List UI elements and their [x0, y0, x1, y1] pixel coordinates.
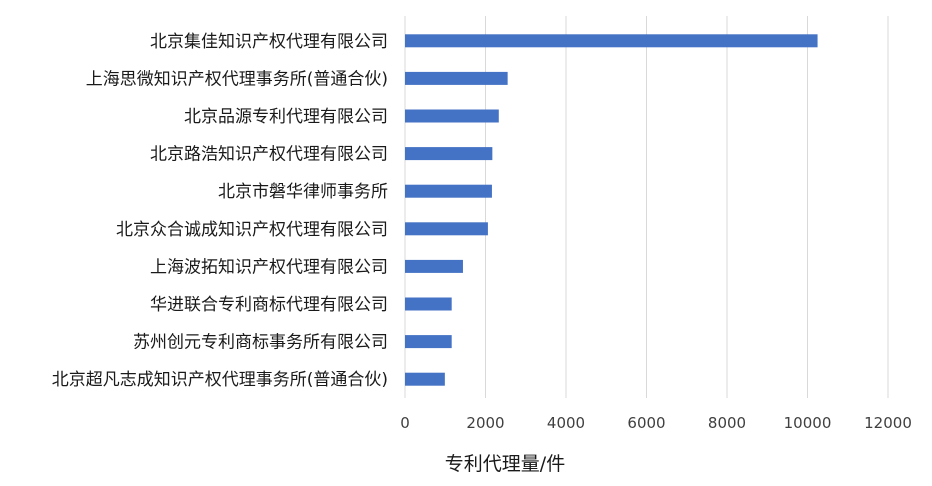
bar — [405, 109, 499, 123]
x-axis-title: 专利代理量/件 — [445, 453, 565, 475]
bar — [405, 147, 493, 161]
x-tick-label: 4000 — [547, 414, 585, 432]
category-label: 北京市磐华律师事务所 — [218, 182, 388, 202]
bar — [405, 184, 492, 198]
x-tick-label: 6000 — [627, 414, 665, 432]
x-tick-label: 0 — [400, 414, 410, 432]
x-tick-label: 10000 — [784, 414, 832, 432]
category-label: 北京路浩知识产权代理有限公司 — [150, 145, 388, 165]
bar — [405, 372, 445, 386]
category-label: 北京品源专利代理有限公司 — [184, 107, 388, 127]
bar — [405, 34, 818, 48]
x-tick-labels: 0 2000 4000 6000 8000 10000 12000 — [400, 414, 912, 432]
x-tick-label: 8000 — [708, 414, 746, 432]
category-label: 上海思微知识产权代理事务所(普通合伙) — [86, 69, 388, 89]
category-label: 上海波拓知识产权代理有限公司 — [150, 257, 388, 277]
x-tick-label: 12000 — [864, 414, 912, 432]
bar — [405, 335, 452, 349]
category-label: 苏州创元专利商标事务所有限公司 — [133, 333, 388, 353]
bar — [405, 222, 488, 236]
x-tick-label: 2000 — [466, 414, 504, 432]
category-label: 华进联合专利商标代理有限公司 — [150, 295, 388, 315]
category-label: 北京超凡志成知识产权代理事务所(普通合伙) — [52, 370, 388, 390]
bar — [405, 71, 508, 85]
bar — [405, 297, 452, 311]
bars — [405, 34, 818, 386]
bar — [405, 259, 463, 273]
category-label: 北京集佳知识产权代理有限公司 — [150, 32, 388, 52]
category-label: 北京众合诚成知识产权代理有限公司 — [116, 220, 388, 240]
